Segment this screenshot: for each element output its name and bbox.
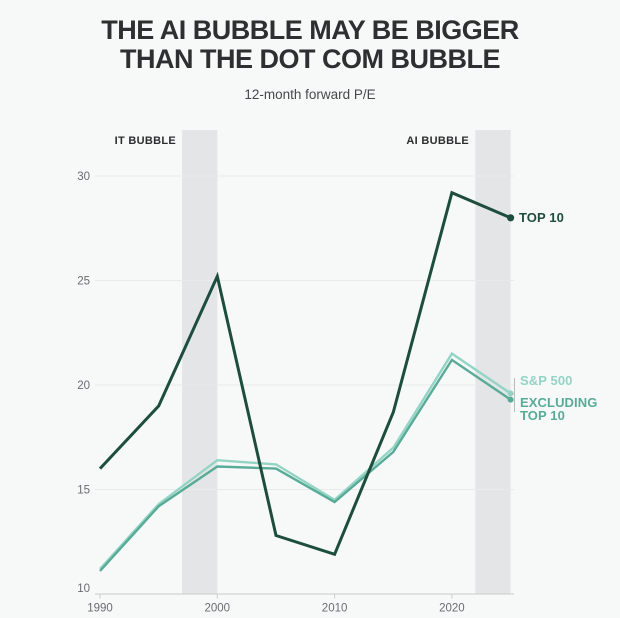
ai-bubble-label: AI BUBBLE	[406, 135, 469, 147]
series-endpoint-sp500	[507, 390, 514, 397]
y-tick-25: 25	[77, 276, 90, 288]
bubble-band-ai	[475, 130, 511, 594]
chart-subtitle: 12-month forward P/E	[244, 87, 376, 102]
title-line-2: THAN THE DOT COM BUBBLE	[120, 44, 500, 74]
line-chart: 30 25 20 15 10 1990 2000 2010 2020 IT BU…	[77, 130, 597, 615]
x-tick-1990: 1990	[87, 603, 113, 615]
it-bubble-label: IT BUBBLE	[115, 135, 176, 147]
series-endpoint-sp500_ex	[507, 396, 514, 403]
x-tick-2010: 2010	[322, 603, 348, 615]
y-tick-30: 30	[77, 171, 90, 183]
bubble-band-it	[182, 130, 218, 594]
series-line-sp500_ex	[99, 358, 512, 572]
chart-title: THE AI BUBBLE MAY BE BIGGER THAN THE DOT …	[0, 0, 620, 74]
y-tick-15: 15	[77, 485, 90, 497]
top10-series-label: TOP 10	[519, 210, 564, 225]
sp500-ex-label-line1: EXCLUDING	[520, 395, 597, 410]
series-line-sp500	[99, 351, 512, 570]
series-line-top10	[98, 190, 512, 557]
x-tick-2020: 2020	[439, 603, 465, 615]
title-line-1: THE AI BUBBLE MAY BE BIGGER	[101, 15, 519, 45]
sp500-ex-label-line2: TOP 10	[520, 408, 565, 423]
y-tick-10: 10	[77, 583, 90, 595]
y-tick-20: 20	[77, 380, 90, 392]
x-tick-2000: 2000	[205, 603, 231, 615]
sp500-series-label: S&P 500	[520, 373, 573, 388]
chart-header: THE AI BUBBLE MAY BE BIGGER THAN THE DOT …	[0, 0, 620, 103]
series-endpoint-top10	[507, 214, 515, 222]
